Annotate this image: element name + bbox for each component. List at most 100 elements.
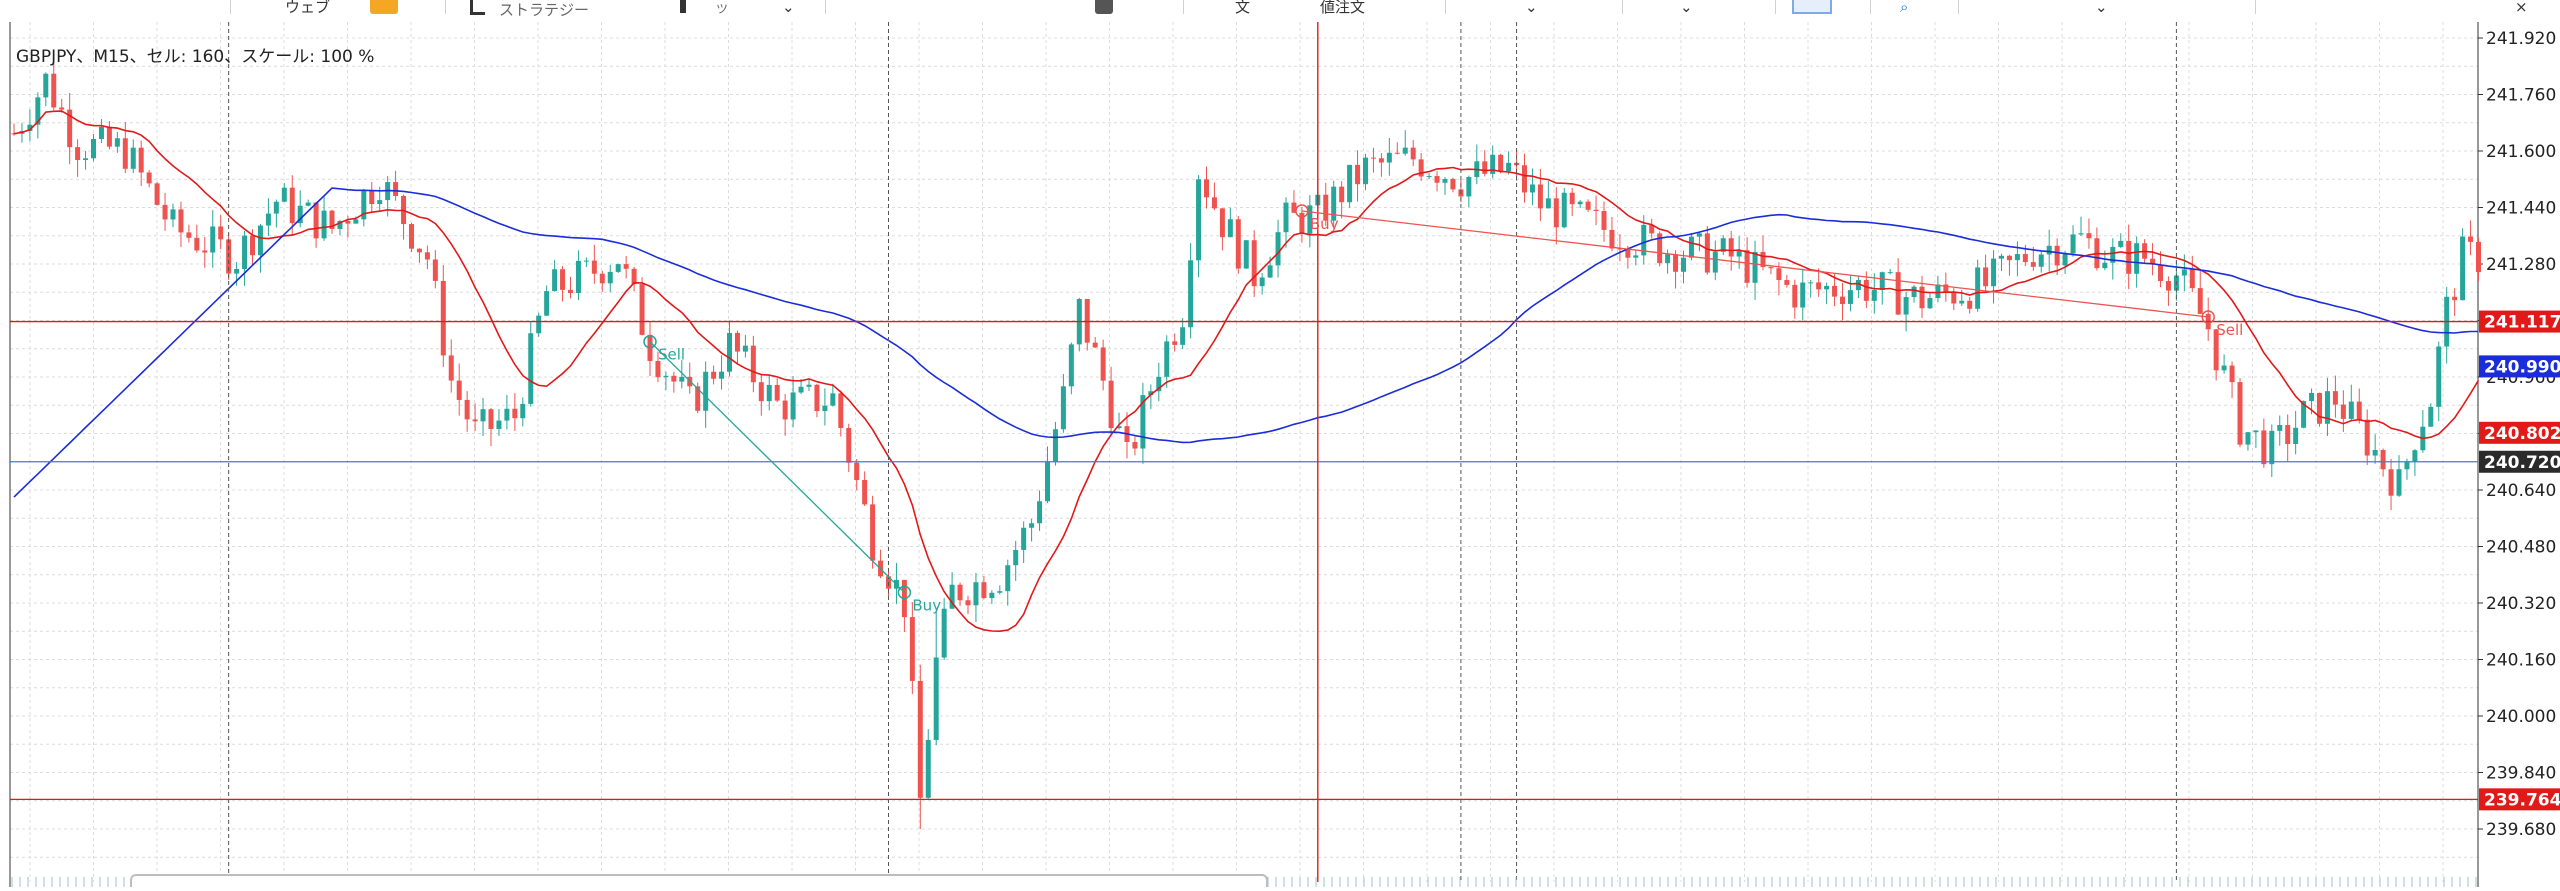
candle-body <box>2348 401 2354 419</box>
candle-body <box>1116 426 1122 429</box>
trade-close-label: Buy <box>912 596 941 614</box>
ma-fast-line <box>13 110 2480 633</box>
candle-body <box>1370 157 1376 159</box>
cursor-tool-button[interactable] <box>1792 0 1832 14</box>
candle-body <box>257 225 263 256</box>
trade-open-label: Buy <box>1310 215 1339 233</box>
candle-body <box>1299 212 1305 234</box>
candle-body <box>1704 233 1710 273</box>
candle-body <box>1784 280 1790 285</box>
candle-body <box>1800 282 1806 308</box>
toolbar-text-button[interactable]: 文 <box>1235 0 1250 15</box>
candle-body <box>2221 365 2227 371</box>
candle-body <box>1593 209 1599 211</box>
candle-body <box>2277 425 2283 431</box>
candle-body <box>671 375 677 382</box>
candle-body <box>1466 177 1472 197</box>
candle-body <box>2396 469 2402 496</box>
chevron-down-icon[interactable]: ⌄ <box>1680 0 1693 16</box>
candle-body <box>2380 449 2386 470</box>
candle-body <box>560 269 566 290</box>
candle-body <box>75 147 81 161</box>
bottom-panel-handle[interactable] <box>130 874 1268 887</box>
candle-body <box>289 187 295 224</box>
candle-body <box>59 107 65 110</box>
candle-body <box>250 235 255 256</box>
toolbar-strategy-button[interactable]: ストラテジー <box>470 0 589 18</box>
candle-body <box>1847 290 1853 304</box>
candle-body <box>297 205 303 224</box>
candle-body <box>528 333 534 404</box>
candle-body <box>353 219 359 224</box>
trade-open-label: Sell <box>658 346 685 364</box>
candle-body <box>1537 184 1543 209</box>
accent-icon[interactable] <box>370 0 398 14</box>
candle-body <box>1673 254 1679 272</box>
candle-body <box>98 126 104 140</box>
toolbar-separator <box>1958 0 1959 14</box>
candle-body <box>273 201 279 214</box>
candle-body <box>106 126 112 147</box>
candle-body <box>1307 205 1313 234</box>
candle-body <box>1450 178 1456 190</box>
candle-body <box>1983 267 1989 287</box>
candle-body <box>2158 264 2163 282</box>
candle-body <box>1029 523 1035 528</box>
candle-body <box>1768 267 1774 269</box>
chevron-down-icon[interactable]: ⌄ <box>2095 0 2108 16</box>
toolbar-candle-label: ツ <box>716 2 729 16</box>
candle-body <box>631 268 637 285</box>
candle-body <box>1569 192 1575 205</box>
candle-body <box>1895 272 1901 315</box>
candle-body <box>917 680 923 798</box>
candle-body <box>1792 284 1798 308</box>
candle-body <box>2356 401 2362 420</box>
candle-body <box>194 237 200 251</box>
candle-body <box>2245 432 2251 445</box>
candle-body <box>2014 254 2020 261</box>
candle-body <box>1013 549 1019 566</box>
price-chart[interactable]: 241.920 241.760 241.600 241.440 241.280 241.1… <box>0 22 2560 887</box>
chevron-down-icon[interactable]: ⌄ <box>1525 0 1538 16</box>
price-label-box <box>2479 450 2560 473</box>
candle-body <box>1243 240 1249 269</box>
candle-body <box>1561 192 1567 228</box>
candle-body <box>2006 255 2012 261</box>
candle-body <box>1625 249 1631 258</box>
candle-body <box>568 289 573 293</box>
candle-body <box>1879 272 1885 290</box>
toolbar-order-label: 値注文 <box>1320 0 1366 16</box>
candle-body <box>2165 281 2171 291</box>
toolbar-separator <box>230 0 231 14</box>
toolbar-order-button[interactable]: 値注文 <box>1320 0 1366 16</box>
price-label-box <box>2479 310 2560 333</box>
search-icon[interactable]: ⌕ <box>1900 0 1909 16</box>
candle-body <box>2229 365 2235 383</box>
candle-body <box>1211 197 1217 209</box>
toolbar-separator <box>1183 0 1184 14</box>
candle-body <box>933 657 939 740</box>
candle-body <box>393 182 399 196</box>
candle-body <box>1084 299 1090 343</box>
candle-body <box>1816 282 1822 290</box>
candle-body <box>488 409 494 429</box>
candle-body <box>305 202 311 206</box>
toolbar-candle-button[interactable]: ツ <box>680 0 729 16</box>
trade-open-marker <box>643 334 657 349</box>
candle-body <box>130 147 136 169</box>
candle-body <box>2118 240 2124 247</box>
candle-body <box>1688 236 1694 258</box>
candle-body <box>1188 260 1194 328</box>
toolbar-web-button[interactable]: ウェブ <box>285 0 330 15</box>
candle-body <box>1999 255 2004 259</box>
mouse-icon[interactable] <box>1095 0 1113 14</box>
chevron-down-icon[interactable]: ⌄ <box>782 0 795 16</box>
candle-body <box>377 200 383 205</box>
close-icon[interactable]: × <box>2515 0 2528 16</box>
trade-close-marker <box>2201 310 2215 324</box>
candle-body <box>1736 250 1742 257</box>
candle-body <box>782 400 788 420</box>
candle-body <box>1720 238 1726 252</box>
candle-body <box>1863 280 1869 301</box>
candle-body <box>1824 285 1830 290</box>
